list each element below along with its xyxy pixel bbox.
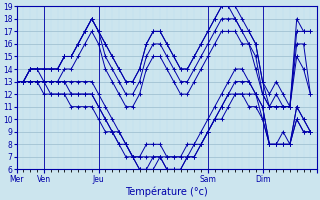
X-axis label: Température (°c): Température (°c) <box>125 187 208 197</box>
